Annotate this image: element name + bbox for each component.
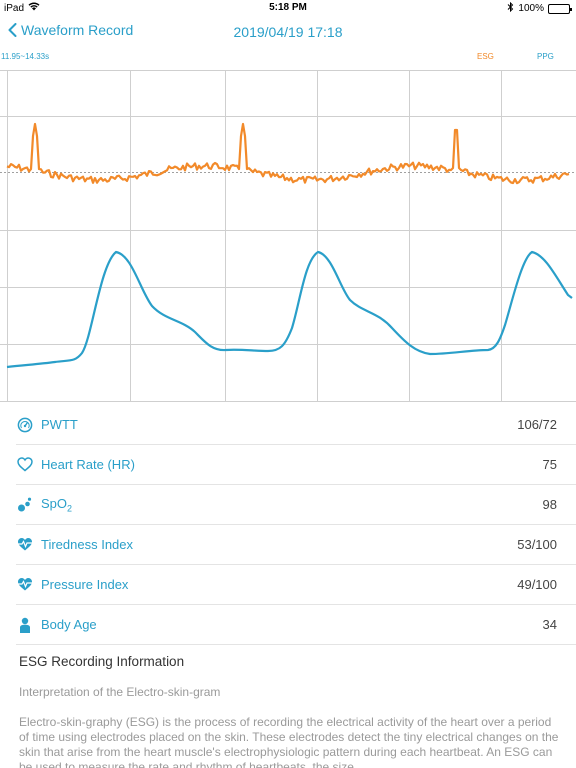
metric-label: Pressure Index: [41, 577, 129, 592]
back-button[interactable]: Waveform Record: [8, 22, 133, 38]
status-time: 5:18 PM: [269, 2, 307, 13]
metric-row-spo2[interactable]: SpO2 98: [16, 485, 576, 525]
nav-bar: Waveform Record 2019/04/19 17:18: [0, 16, 576, 48]
spo2-label: SpO: [41, 495, 68, 511]
metric-value: 34: [542, 617, 557, 632]
metric-row-body-age[interactable]: Body Age 34: [16, 605, 576, 645]
metric-value: 106/72: [517, 417, 557, 432]
drops-icon: [16, 496, 34, 514]
info-body-text: Electro-skin-graphy (ESG) is the process…: [19, 715, 559, 768]
metric-row-pwtt[interactable]: PWTT 106/72: [16, 405, 576, 445]
battery-icon: [548, 3, 572, 14]
bluetooth-icon: [507, 1, 514, 15]
heartbeat-icon: [16, 576, 34, 594]
metric-value: 49/100: [517, 577, 557, 592]
metric-row-pressure[interactable]: Pressure Index 49/100: [16, 565, 576, 605]
ppg-waveform: [6, 250, 573, 369]
spo2-subscript: 2: [67, 503, 73, 514]
status-left: iPad: [4, 2, 40, 14]
chart-grid: [0, 70, 576, 402]
info-subtitle: Interpretation of the Electro-skin-gram: [19, 685, 221, 699]
metric-value: 53/100: [517, 537, 557, 552]
page-title: 2019/04/19 17:18: [233, 24, 343, 40]
legend-ppg[interactable]: PPG: [537, 52, 554, 61]
metric-label: Heart Rate (HR): [41, 457, 135, 472]
metric-label: Body Age: [41, 617, 97, 632]
metric-label: SpO2: [41, 496, 72, 514]
metric-row-tiredness[interactable]: Tiredness Index 53/100: [16, 525, 576, 565]
status-right: 100%: [507, 1, 572, 15]
metrics-list: PWTT 106/72 Heart Rate (HR) 75 SpO2 98 T…: [0, 405, 576, 645]
metric-row-heart-rate[interactable]: Heart Rate (HR) 75: [16, 445, 576, 485]
metric-label: PWTT: [41, 417, 78, 432]
esg-waveform: [6, 122, 570, 185]
time-range-label: 11.95~14.33s: [1, 52, 50, 61]
legend-esg[interactable]: ESG: [477, 52, 494, 61]
status-bar: iPad 5:18 PM 100%: [0, 0, 576, 16]
info-section-title: ESG Recording Information: [19, 654, 185, 669]
device-label: iPad: [4, 2, 25, 14]
person-icon: [16, 616, 34, 634]
gauge-icon: [16, 416, 34, 434]
chevron-left-icon: [8, 23, 17, 37]
wifi-icon: [28, 2, 40, 14]
metric-label: Tiredness Index: [41, 537, 134, 552]
metric-value: 75: [542, 457, 557, 472]
waveform-chart: 11.95~14.33s ESG PPG: [0, 46, 576, 402]
heart-outline-icon: [16, 456, 34, 474]
battery-percent: 100%: [518, 3, 544, 14]
heartbeat-icon: [16, 536, 34, 554]
waveform-plot: [0, 70, 576, 402]
back-button-label: Waveform Record: [21, 22, 134, 38]
metric-value: 98: [542, 497, 557, 512]
